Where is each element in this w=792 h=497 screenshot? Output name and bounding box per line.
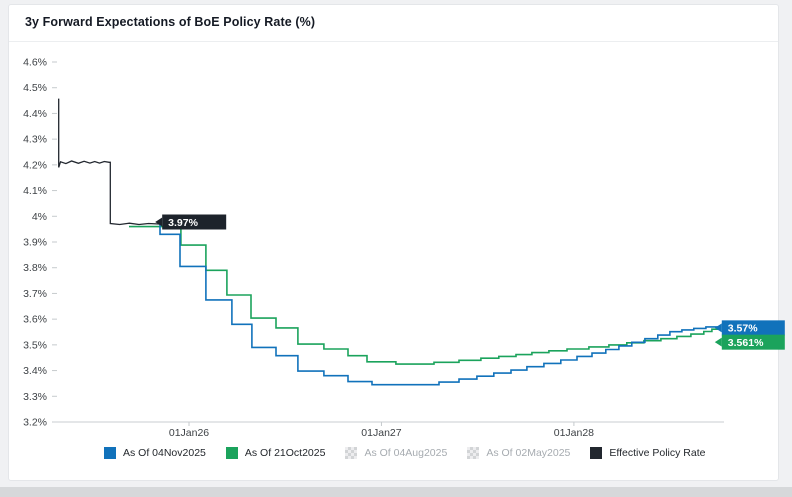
value-badge-arrow — [155, 217, 163, 227]
chart-card: 3y Forward Expectations of BoE Policy Ra… — [8, 4, 785, 481]
y-tick-label: 4.6% — [23, 57, 47, 69]
legend-swatch-disabled-icon — [345, 447, 358, 459]
window-bottom-strip — [0, 487, 792, 497]
y-tick-label: 4.4% — [23, 108, 47, 120]
y-tick-label: 4% — [32, 211, 47, 223]
legend-swatch-blue-icon — [104, 447, 116, 459]
y-tick-label: 3.6% — [23, 314, 47, 326]
y-tick-label: 4.3% — [23, 134, 47, 146]
chart-canvas[interactable]: 3.2% 3.3% 3.4% 3.5% 3.6% 3.7% 3.8% 3.9% 4% 4.1% 4.… — [9, 5, 792, 482]
legend-item-as-of-02may2025[interactable]: As Of 02May2025 — [467, 447, 570, 459]
y-tick-label: 3.7% — [23, 288, 47, 300]
legend-label: Effective Policy Rate — [609, 447, 706, 459]
value-badge-label: 3.561% — [728, 337, 764, 349]
y-tick-label: 3.2% — [23, 417, 47, 429]
value-badge — [162, 214, 227, 230]
value-badge — [721, 334, 785, 350]
legend-swatch-disabled-icon — [467, 447, 480, 459]
x-tick-label: 01Jan28 — [554, 427, 594, 439]
y-tick-label: 3.3% — [23, 391, 47, 403]
legend-item-as-of-04aug2025[interactable]: As Of 04Aug2025 — [345, 447, 447, 459]
y-tick-label: 3.4% — [23, 365, 47, 377]
chart-area[interactable]: 3.2% 3.3% 3.4% 3.5% 3.6% 3.7% 3.8% 3.9% 4% 4.1% 4.… — [9, 5, 785, 480]
value-badge-label: 3.57% — [728, 323, 758, 335]
chart-title: 3y Forward Expectations of BoE Policy Ra… — [25, 15, 316, 29]
y-tick-label: 4.1% — [23, 185, 47, 197]
legend-label: As Of 21Oct2025 — [244, 447, 326, 459]
chart-legend: As Of 04Nov2025 As Of 21Oct2025 As Of 04… — [9, 442, 778, 464]
x-tick-label: 01Jan26 — [169, 427, 209, 439]
legend-label: As Of 04Aug2025 — [364, 447, 448, 459]
y-tick-label: 3.8% — [23, 262, 47, 274]
legend-label: As Of 04Nov2025 — [123, 447, 206, 459]
y-tick-label: 4.5% — [23, 82, 47, 94]
legend-item-as-of-04nov2025[interactable]: As Of 04Nov2025 — [104, 447, 206, 459]
value-badge-arrow — [714, 337, 722, 347]
legend-item-as-of-21oct2025[interactable]: As Of 21Oct2025 — [225, 447, 326, 459]
legend-item-effective-policy-rate[interactable]: Effective Policy Rate — [590, 447, 706, 459]
chart-header: 3y Forward Expectations of BoE Policy Ra… — [9, 5, 778, 42]
legend-swatch-green-icon — [225, 447, 238, 459]
value-badge-label: 3.97% — [168, 217, 198, 229]
series-effective-policy-rate — [58, 98, 160, 226]
legend-swatch-black-icon — [590, 447, 603, 459]
legend-label: As Of 02May2025 — [486, 447, 571, 459]
y-tick-label: 3.5% — [23, 339, 47, 351]
value-badge-arrow — [714, 323, 722, 333]
value-badge — [721, 320, 785, 336]
x-tick-label: 01Jan27 — [361, 427, 401, 439]
series-as-of-21oct2025 — [129, 225, 719, 365]
y-tick-label: 4.2% — [23, 159, 47, 171]
y-tick-label: 3.9% — [23, 237, 47, 249]
series-as-of-04nov2025 — [158, 223, 719, 386]
